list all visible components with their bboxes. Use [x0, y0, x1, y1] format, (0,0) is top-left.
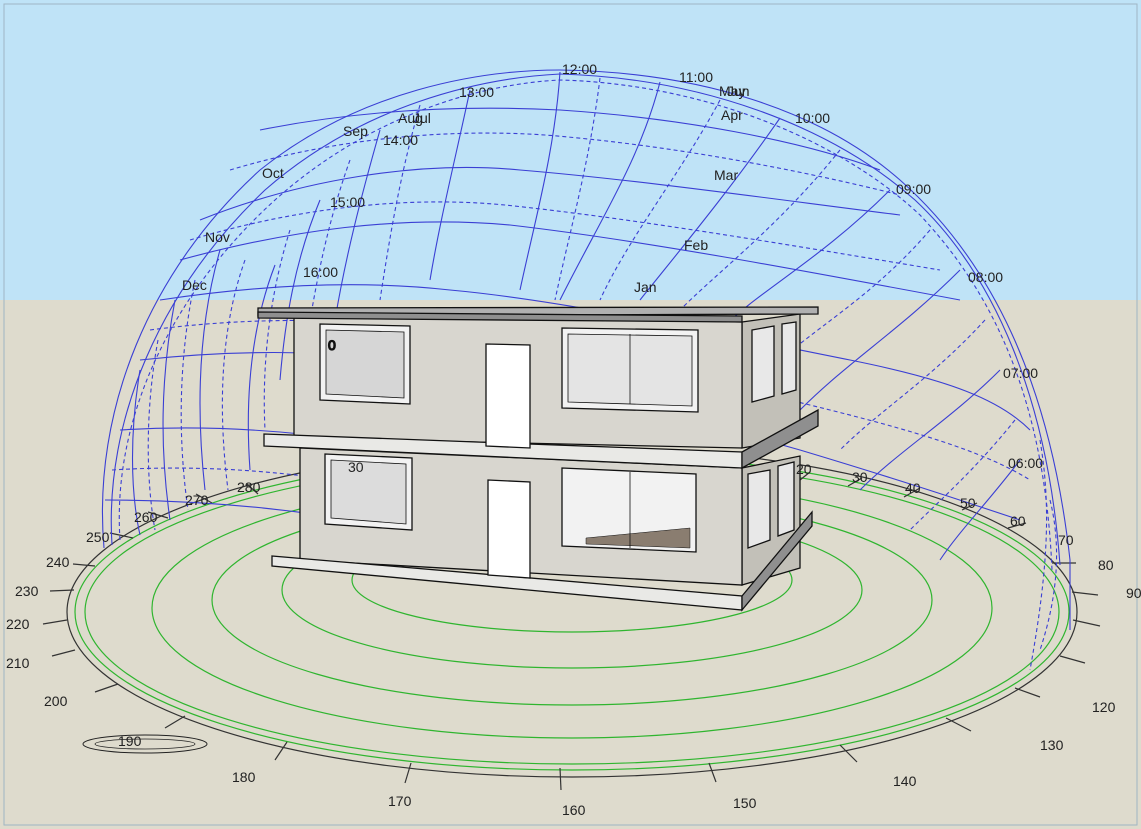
hour-label: 12:00 — [562, 61, 597, 77]
side-window-lower-2 — [777, 461, 795, 537]
side-window-lower-1 — [747, 469, 771, 549]
dome-outline-3 — [118, 79, 1053, 571]
degree-label: 120 — [1092, 699, 1116, 715]
lower-door — [487, 479, 531, 579]
small-ellipse-marker-inner — [94, 738, 196, 750]
degree-label: 200 — [44, 693, 68, 709]
compass-labels: 20 30 40 50 60 70 80 90 120 130 140 150 … — [6, 459, 1141, 818]
month-label: Jun — [727, 83, 750, 99]
compass-ticks — [42, 471, 1101, 791]
window-upper-left-pane — [325, 329, 405, 399]
month-label: Feb — [684, 237, 708, 253]
upper-door — [485, 343, 531, 449]
hour-label: 07:00 — [1003, 365, 1038, 381]
degree-label: 170 — [388, 793, 412, 809]
month-label: Jul — [413, 110, 431, 126]
month-label: Aug — [398, 110, 423, 126]
hour-label: 11:00 — [679, 69, 713, 85]
hour-label: 10:00 — [795, 110, 830, 126]
degree-label: 240 — [46, 554, 70, 570]
side-window-upper-1 — [751, 325, 775, 403]
degree-label: 130 — [1040, 737, 1064, 753]
month-label: Oct — [262, 165, 284, 181]
degree-label: 150 — [733, 795, 757, 811]
base-slab-side — [741, 510, 813, 612]
month-label: Mar — [714, 167, 738, 183]
window-reflection-text: 0 — [328, 337, 336, 353]
degree-label: 160 — [562, 802, 586, 818]
hour-label: 16:00 — [303, 264, 338, 280]
degree-label: 50 — [960, 495, 976, 511]
degree-label: 20 — [796, 461, 812, 477]
roof-slab-front — [257, 311, 743, 323]
degree-label: 210 — [6, 655, 30, 671]
hour-label: 09:00 — [896, 181, 931, 197]
side-window-upper-2 — [781, 321, 797, 395]
month-labels: May Jun Jul Aug Apr Sep Mar Oct Feb Nov … — [182, 83, 750, 295]
degree-label: 80 — [1098, 557, 1114, 573]
window-lower-left-pane — [330, 459, 407, 525]
hour-label: 14:00 — [383, 132, 418, 148]
degree-label: 220 — [6, 616, 30, 632]
month-label: Apr — [721, 107, 743, 123]
month-label: Jan — [634, 279, 657, 295]
sky — [0, 0, 1141, 300]
degree-label: 190 — [118, 733, 142, 749]
degree-label: 30 — [852, 469, 868, 485]
degree-label: 260 — [134, 509, 158, 525]
small-ellipse-marker — [82, 734, 208, 754]
degree-label: 70 — [1058, 532, 1074, 548]
house-model: 0 — [257, 306, 819, 612]
degree-label: 90 — [1126, 585, 1141, 601]
window-lower-right-floor — [585, 527, 691, 549]
degree-label: 40 — [905, 480, 921, 496]
degree-label: 180 — [232, 769, 256, 785]
hour-label: 15:00 — [330, 194, 365, 210]
hour-label: 08:00 — [968, 269, 1003, 285]
month-label: Nov — [205, 229, 230, 245]
month-label: Sep — [343, 123, 368, 139]
dome-outline-outer — [101, 69, 1071, 630]
degree-label: 230 — [15, 583, 39, 599]
hour-label: 06:00 — [1008, 455, 1043, 471]
degree-label: 140 — [893, 773, 917, 789]
degree-label: 250 — [86, 529, 110, 545]
frame-border — [3, 3, 1138, 826]
middle-slab-side — [741, 408, 819, 470]
degree-label: 280 — [237, 479, 261, 495]
degree-label: 60 — [1010, 513, 1026, 529]
hour-label: 13:00 — [459, 84, 494, 100]
degree-label: 30 — [348, 459, 364, 475]
hour-labels: 12:00 11:00 13:00 10:00 14:00 09:00 15:0… — [303, 61, 1043, 471]
degree-label: 270 — [185, 492, 209, 508]
month-label: May — [719, 83, 745, 99]
month-label: Dec — [182, 277, 207, 293]
